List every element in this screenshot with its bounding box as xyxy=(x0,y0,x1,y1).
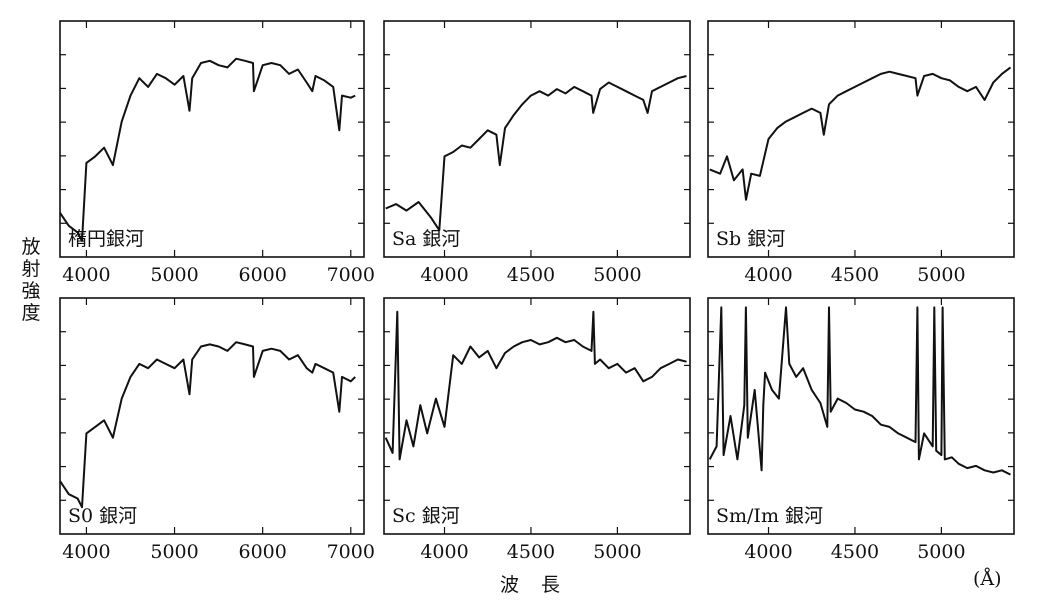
spectrum-line xyxy=(59,341,356,509)
x-tick-label: 4000 xyxy=(420,264,468,286)
y-axis-label-char: 射 xyxy=(21,258,41,280)
x-tick-label: 4500 xyxy=(507,541,555,563)
spectrum-panel: 4000 4500 5000 Sb 銀河 xyxy=(707,20,1015,286)
x-tick-label: 5000 xyxy=(150,541,198,563)
x-tick-label: 7000 xyxy=(327,264,375,286)
y-axis-label-char: 放 xyxy=(21,236,41,258)
x-axis-label: 波長 xyxy=(500,574,583,596)
y-axis-label-char: 強 xyxy=(21,280,41,302)
panel-frame xyxy=(59,297,365,535)
panel-label: Sm/Im 銀河 xyxy=(716,505,823,527)
spectrum-panel: 4000 4500 5000 Sc 銀河 xyxy=(383,297,691,563)
y-axis-label-char: 度 xyxy=(21,302,41,324)
panel-frame xyxy=(383,20,691,258)
panel-label: Sa 銀河 xyxy=(392,228,460,250)
spectrum-panel: 4000 4500 5000 Sa 銀河 xyxy=(383,20,691,286)
spectrum-panel: 4000 5000 6000 7000 楕円銀河 xyxy=(59,20,375,286)
x-axis-unit: (Å) xyxy=(973,568,1002,590)
x-tick-label: 4000 xyxy=(744,541,792,563)
panel-frame xyxy=(707,20,1015,258)
spectrum-line xyxy=(385,75,687,232)
x-tick-label: 5000 xyxy=(917,541,965,563)
x-tick-label: 6000 xyxy=(238,541,286,563)
spectrum-line xyxy=(709,66,1012,201)
panel-label: 楕円銀河 xyxy=(68,228,144,250)
x-tick-label: 5000 xyxy=(593,264,641,286)
x-tick-label: 4000 xyxy=(62,541,110,563)
spectrum-line xyxy=(708,306,1011,476)
x-tick-label: 5000 xyxy=(917,264,965,286)
x-tick-label: 6000 xyxy=(238,264,286,286)
panel-label: Sb 銀河 xyxy=(716,228,785,250)
panel-frame xyxy=(383,297,691,535)
spectrum-line xyxy=(384,310,687,461)
x-tick-label: 4000 xyxy=(744,264,792,286)
panel-label: S0 銀河 xyxy=(68,505,137,527)
x-tick-label: 4000 xyxy=(420,541,468,563)
x-tick-label: 4000 xyxy=(62,264,110,286)
x-tick-label: 7000 xyxy=(327,541,375,563)
spectrum-line xyxy=(59,57,356,242)
x-tick-label: 4500 xyxy=(831,264,879,286)
y-axis-label: 放 射 強 度 xyxy=(18,236,44,324)
x-tick-label: 4500 xyxy=(507,264,555,286)
x-tick-label: 5000 xyxy=(593,541,641,563)
x-tick-label: 4500 xyxy=(831,541,879,563)
panel-frame xyxy=(707,297,1015,535)
spectrum-panel: 4000 5000 6000 7000 S0 銀河 xyxy=(59,297,375,563)
panel-frame xyxy=(59,20,365,258)
spectrum-panel: 4000 4500 5000 Sm/Im 銀河 xyxy=(707,297,1015,563)
x-tick-label: 5000 xyxy=(150,264,198,286)
panel-label: Sc 銀河 xyxy=(392,505,460,527)
